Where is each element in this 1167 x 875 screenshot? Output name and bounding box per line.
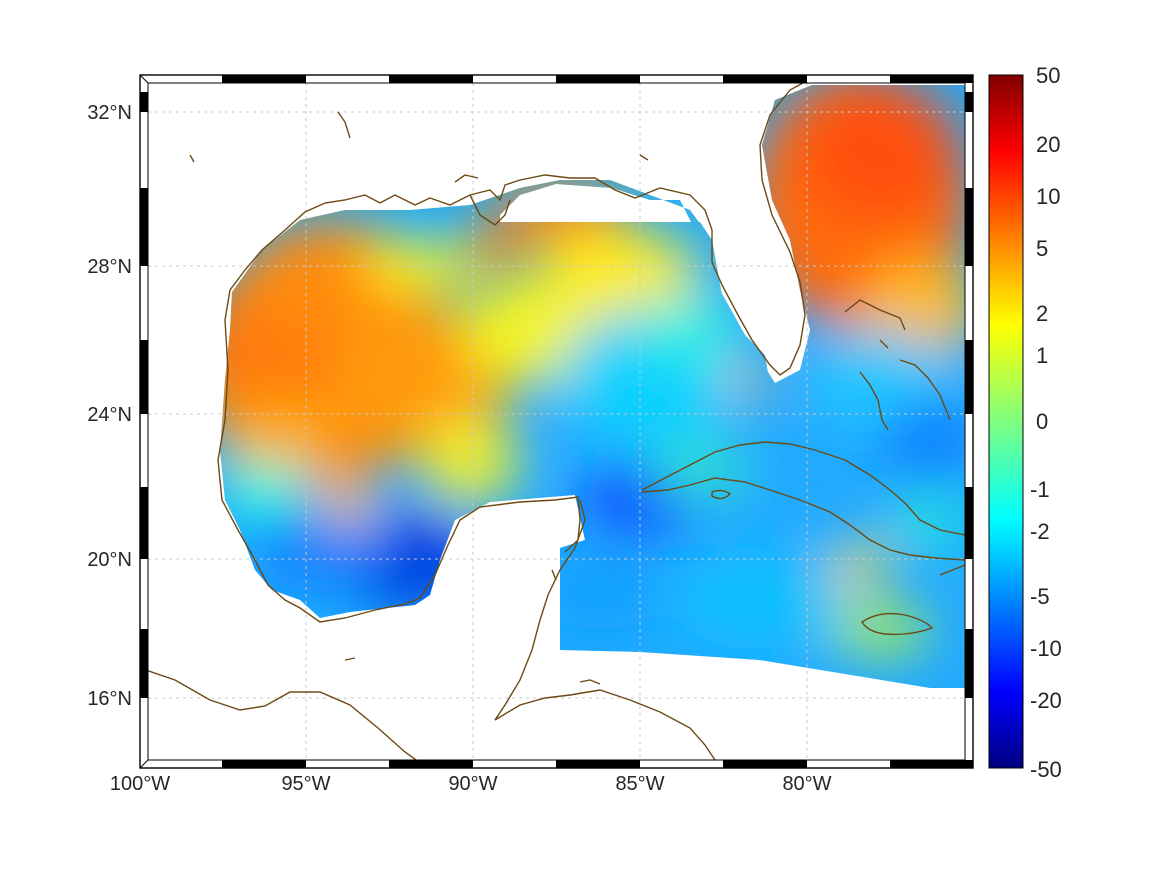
colorbar-label: 20 [1036, 132, 1060, 157]
colorbar-label: 0 [1036, 409, 1048, 434]
colorbar-gradient [989, 75, 1023, 768]
lat-tick-label: 16°N [87, 688, 132, 710]
colorbar-label: 10 [1036, 184, 1060, 209]
colorbar-label: 2 [1036, 301, 1048, 326]
colorbar-label: -50 [1030, 757, 1062, 782]
colorbar-label: -2 [1030, 519, 1050, 544]
lat-tick-label: 28°N [87, 256, 132, 278]
colorbar-label: -5 [1030, 584, 1050, 609]
lon-tick-label: 95°W [281, 773, 330, 795]
lat-tick-labels: 32°N 28°N 24°N 20°N 16°N [87, 102, 132, 710]
colorbar-labels: 50 20 10 5 2 1 0 -1 -2 -5 -10 -20 -50 [1030, 63, 1062, 782]
colorbar-label: 50 [1036, 63, 1060, 88]
lon-tick-label: 90°W [448, 773, 497, 795]
colorbar-label: 1 [1036, 343, 1048, 368]
lon-tick-label: 100°W [110, 773, 170, 795]
lon-tick-label: 80°W [782, 773, 831, 795]
colorbar-label: 5 [1036, 236, 1048, 261]
colorbar-label: -1 [1030, 477, 1050, 502]
colorbar: 50 20 10 5 2 1 0 -1 -2 -5 -10 -20 -50 [989, 63, 1062, 782]
lat-tick-label: 20°N [87, 549, 132, 571]
lon-tick-label: 85°W [615, 773, 664, 795]
lat-tick-label: 32°N [87, 102, 132, 124]
colorbar-label: -20 [1030, 688, 1062, 713]
lon-tick-labels: 100°W 95°W 90°W 85°W 80°W [110, 773, 832, 795]
colorbar-label: -10 [1030, 636, 1062, 661]
lat-tick-label: 24°N [87, 404, 132, 426]
